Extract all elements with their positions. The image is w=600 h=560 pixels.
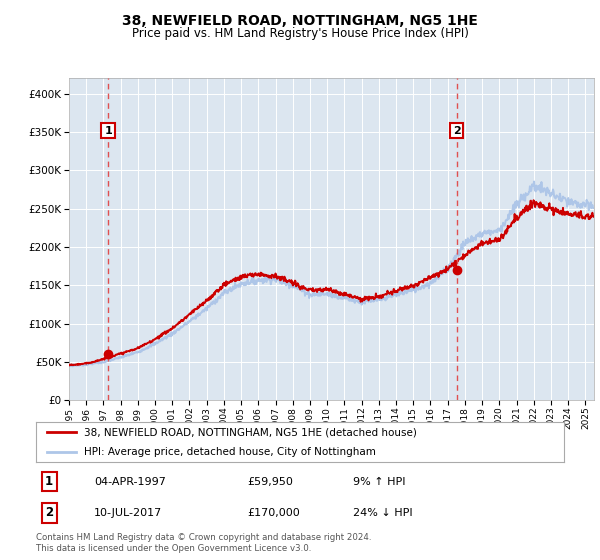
Text: 2: 2 [45,506,53,519]
Text: 1: 1 [104,125,112,136]
Text: 2: 2 [453,125,461,136]
Text: HPI: Average price, detached house, City of Nottingham: HPI: Average price, detached house, City… [83,446,376,456]
Text: £59,950: £59,950 [247,477,293,487]
Text: 38, NEWFIELD ROAD, NOTTINGHAM, NG5 1HE (detached house): 38, NEWFIELD ROAD, NOTTINGHAM, NG5 1HE (… [83,427,416,437]
Text: 04-APR-1997: 04-APR-1997 [94,477,166,487]
Text: Price paid vs. HM Land Registry's House Price Index (HPI): Price paid vs. HM Land Registry's House … [131,27,469,40]
Text: 24% ↓ HPI: 24% ↓ HPI [353,508,412,518]
Text: £170,000: £170,000 [247,508,300,518]
Text: 10-JUL-2017: 10-JUL-2017 [94,508,163,518]
Text: 1: 1 [45,475,53,488]
Text: 38, NEWFIELD ROAD, NOTTINGHAM, NG5 1HE: 38, NEWFIELD ROAD, NOTTINGHAM, NG5 1HE [122,14,478,28]
Text: Contains HM Land Registry data © Crown copyright and database right 2024.
This d: Contains HM Land Registry data © Crown c… [36,533,371,553]
Text: 9% ↑ HPI: 9% ↑ HPI [353,477,406,487]
